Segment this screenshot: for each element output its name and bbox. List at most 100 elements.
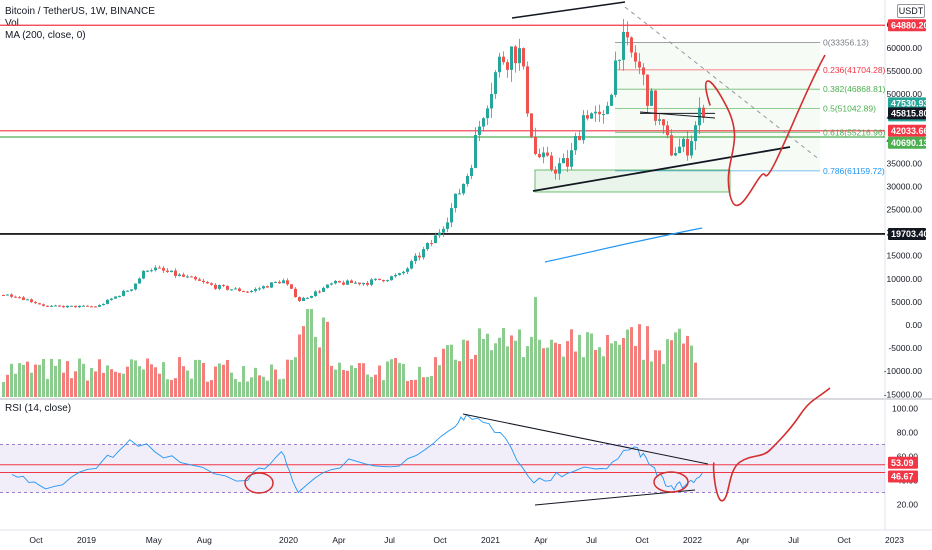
volume-bar xyxy=(686,335,689,397)
candle-body xyxy=(350,280,353,284)
volume-bar xyxy=(370,376,373,397)
candle-body xyxy=(282,280,285,284)
volume-bar xyxy=(66,361,69,397)
price-axis-label: 50000.00 xyxy=(887,89,923,99)
candle-body xyxy=(62,306,65,308)
volume-bar xyxy=(202,362,205,397)
volume-bar xyxy=(606,335,609,397)
volume-bar xyxy=(446,345,449,397)
candle-body xyxy=(542,152,545,158)
volume-bar xyxy=(246,381,249,397)
fib-level-label: 0.382(46868.81) xyxy=(823,84,886,94)
volume-bar xyxy=(330,365,333,397)
fib-trend-line xyxy=(624,6,821,161)
volume-bar xyxy=(358,363,361,397)
candle-body xyxy=(298,297,301,301)
candle-body xyxy=(110,298,113,300)
candle-body xyxy=(314,291,317,297)
volume-bar xyxy=(450,344,453,397)
candle-body xyxy=(182,274,185,277)
volume-bar xyxy=(334,369,337,397)
volume-bar xyxy=(158,373,161,397)
volume-bar xyxy=(118,372,121,397)
time-axis-label: Apr xyxy=(332,535,345,545)
candle-body xyxy=(414,255,417,262)
candle-body xyxy=(334,280,337,284)
price-badge xyxy=(888,107,926,120)
fib-level-label: 0.5(51042.89) xyxy=(823,103,876,113)
volume-bar xyxy=(242,366,245,397)
volume-bar xyxy=(90,367,93,397)
candle-body xyxy=(418,255,421,258)
price-badge-label: 40690.13 xyxy=(891,138,929,148)
volume-bar xyxy=(554,342,557,397)
volume-bar xyxy=(618,344,621,397)
volume-bar xyxy=(114,371,117,397)
volume-bar xyxy=(58,359,61,397)
volume-bar xyxy=(106,365,109,397)
candle-body xyxy=(406,268,409,272)
candle-body xyxy=(86,305,89,307)
candle-body xyxy=(630,37,633,53)
volume-bar xyxy=(130,359,133,397)
volume-bar xyxy=(162,362,165,397)
candle-body xyxy=(546,152,549,156)
candle-body xyxy=(258,288,261,290)
candle-body xyxy=(494,72,497,94)
volume-bar xyxy=(638,324,641,397)
volume-bar xyxy=(642,359,645,397)
volume-bar xyxy=(194,359,197,397)
volume-bar xyxy=(310,309,313,397)
time-axis-label: May xyxy=(146,535,163,545)
volume-bar xyxy=(174,378,177,397)
rsi-legend: RSI (14, close) xyxy=(5,403,72,414)
volume-bar xyxy=(346,370,349,397)
rsi-badge xyxy=(888,470,918,483)
support-zone xyxy=(534,169,731,193)
currency-button[interactable]: USDT xyxy=(897,4,925,18)
candle-body xyxy=(382,279,385,282)
volume-bar xyxy=(466,340,469,397)
candle-body xyxy=(634,52,637,62)
candle-body xyxy=(294,288,297,298)
candle-body xyxy=(658,119,661,121)
volume-bar xyxy=(518,329,521,397)
candle-body xyxy=(578,135,581,141)
candle-body xyxy=(178,274,181,276)
candle-body xyxy=(206,281,209,284)
volume-bar xyxy=(154,367,157,397)
volume-bar xyxy=(406,381,409,397)
volume-bar xyxy=(490,350,493,397)
candle-body xyxy=(242,291,245,293)
rsi-badge xyxy=(888,456,918,469)
volume-bar xyxy=(214,366,217,397)
candle-body xyxy=(358,282,361,285)
candle-body xyxy=(586,115,589,119)
volume-bar xyxy=(602,356,605,397)
price-badge-label: 64880.20 xyxy=(891,20,929,30)
candle-body xyxy=(354,282,357,284)
candle-body xyxy=(430,243,433,245)
time-axis-label: Jul xyxy=(788,535,799,545)
candle-body xyxy=(674,153,677,156)
chart-title: Bitcoin / TetherUS, 1W, BINANCE xyxy=(5,6,155,17)
candle-body xyxy=(442,228,445,233)
volume-bar xyxy=(426,376,429,397)
candle-body xyxy=(322,287,325,292)
candle-body xyxy=(162,267,165,271)
volume-bar xyxy=(170,380,173,397)
candle-body xyxy=(690,141,693,156)
candle-body xyxy=(74,305,77,308)
volume-bar xyxy=(142,369,145,397)
time-axis-label: Apr xyxy=(534,535,547,545)
candle-body xyxy=(550,155,553,170)
volume-bar xyxy=(470,359,473,397)
candle-body xyxy=(14,296,17,298)
candle-body xyxy=(642,67,645,75)
price-axis-label: 55000.00 xyxy=(887,66,923,76)
candle-body xyxy=(398,273,401,275)
candle-body xyxy=(90,306,93,308)
candle-body xyxy=(602,114,605,116)
candle-body xyxy=(638,61,641,68)
